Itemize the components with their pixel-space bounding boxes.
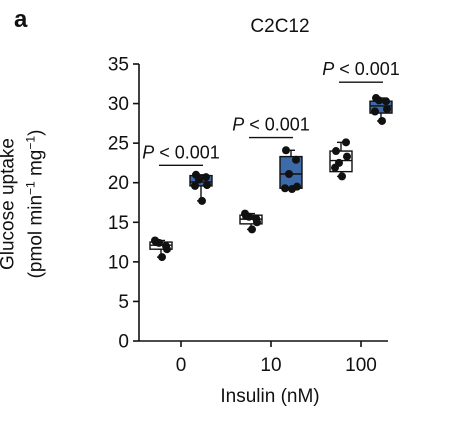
x-tick-label: 100 — [345, 355, 377, 376]
box-group — [239, 209, 263, 234]
data-point — [281, 184, 289, 193]
data-point — [158, 253, 166, 262]
data-point — [202, 173, 210, 182]
data-point — [382, 97, 390, 106]
data-point — [378, 116, 386, 125]
box-group — [329, 138, 353, 181]
data-point — [198, 196, 206, 205]
box-group — [279, 146, 303, 194]
y-tick-label: 25 — [108, 134, 129, 155]
data-point — [191, 181, 199, 190]
data-point — [248, 225, 256, 234]
box-group — [189, 170, 213, 205]
data-point — [285, 170, 293, 179]
p-threshold: < 0.001 — [154, 142, 220, 162]
data-point — [332, 147, 340, 156]
box-group — [369, 94, 393, 125]
p-symbol: P — [142, 142, 154, 162]
y-tick-label: 35 — [108, 55, 129, 76]
y-tick-label: 10 — [108, 252, 129, 273]
y-tick-label: 0 — [118, 332, 129, 353]
y-tick-label: 15 — [108, 213, 129, 234]
data-point — [343, 152, 351, 161]
data-point — [163, 245, 171, 254]
data-point — [375, 96, 383, 105]
p-threshold: < 0.001 — [334, 59, 400, 79]
p-symbol: P — [322, 59, 334, 79]
data-point — [151, 236, 159, 245]
data-point — [203, 181, 211, 190]
data-point — [331, 163, 339, 172]
box-group — [149, 236, 173, 262]
data-point — [292, 155, 300, 164]
y-tick-label: 30 — [108, 94, 129, 115]
data-point — [282, 146, 290, 155]
p-symbol: P — [232, 115, 244, 135]
p-threshold: < 0.001 — [244, 115, 310, 135]
p-value-label: P < 0.001 — [232, 115, 310, 135]
data-point — [195, 175, 203, 184]
p-value-label: P < 0.001 — [142, 142, 220, 162]
panel-letter: a — [14, 6, 28, 33]
data-point — [253, 218, 261, 227]
chart-title: C2C12 — [250, 16, 310, 37]
y-tick-label: 20 — [108, 173, 129, 194]
x-tick-label: 10 — [260, 355, 281, 376]
p-value-label: P < 0.001 — [322, 59, 400, 79]
data-point — [288, 185, 296, 194]
y-tick-label: 5 — [118, 292, 129, 313]
x-axis-label: Insulin (nM) — [220, 386, 320, 407]
data-point — [241, 209, 249, 218]
data-point — [342, 138, 350, 147]
data-point — [338, 172, 346, 181]
data-point — [383, 105, 391, 114]
data-point — [371, 107, 379, 116]
x-tick-label: 0 — [176, 355, 187, 376]
